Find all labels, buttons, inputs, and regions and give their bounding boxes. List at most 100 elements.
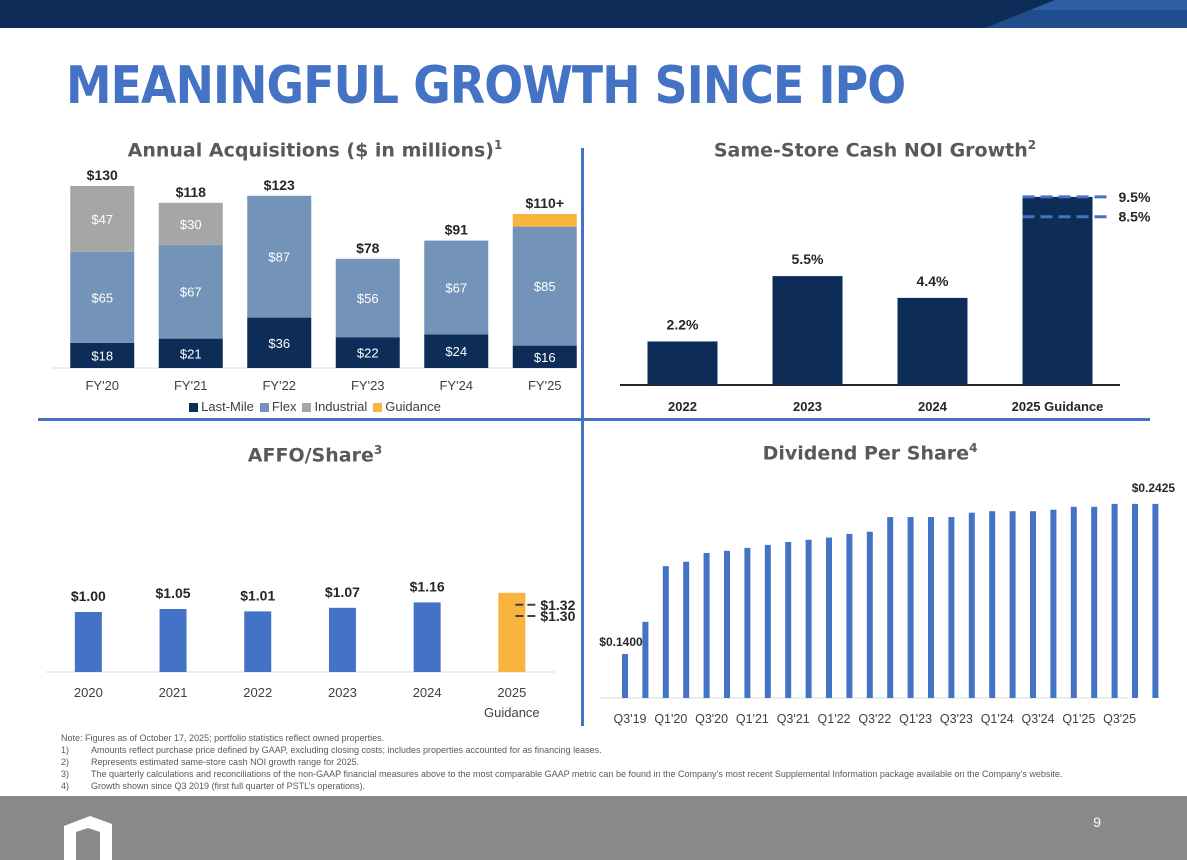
dividend-bar xyxy=(622,654,628,698)
dividend-bar xyxy=(928,517,934,698)
bar-value-label: $30 xyxy=(180,217,202,232)
noi-value-label: 4.4% xyxy=(917,273,949,289)
bar-value-label: $21 xyxy=(180,346,202,361)
top-banner xyxy=(0,0,1187,28)
bar-last-mile xyxy=(70,342,135,368)
noi-bar xyxy=(772,276,843,385)
x-tick-label: Q3'19 xyxy=(614,712,647,726)
page-number: 9 xyxy=(1093,814,1101,830)
legend-swatch xyxy=(302,403,312,413)
guidance-low-label: $1.30 xyxy=(540,608,575,624)
bar-total-label: $123 xyxy=(264,177,295,193)
dividend-bar xyxy=(1009,511,1016,698)
bar-flex xyxy=(512,226,577,346)
dividend-bar xyxy=(968,512,975,698)
dividend-bar xyxy=(846,533,853,698)
note-item: 2) Represents estimated same-store cash N… xyxy=(61,756,1181,768)
x-tick-label: FY'23 xyxy=(351,378,385,393)
x-tick-label: 2025 Guidance xyxy=(1012,399,1104,414)
affo-bar xyxy=(159,609,187,672)
affo-bar xyxy=(244,611,272,672)
x-tick-label: 2022 xyxy=(668,399,697,414)
bar-flex xyxy=(335,258,400,338)
noi-chart-title: Same-Store Cash NOI Growth2 xyxy=(600,138,1150,161)
note-text: Represents estimated same-store cash NOI… xyxy=(91,757,360,767)
legend-label: Flex xyxy=(271,399,297,414)
note-item: 3) The quarterly calculations and reconci… xyxy=(61,768,1181,780)
note-text: The quarterly calculations and reconcili… xyxy=(91,769,1063,779)
noi-footnote-ref: 2 xyxy=(1027,138,1037,152)
note-number: 1) xyxy=(61,745,70,755)
dividend-bar xyxy=(907,517,914,698)
dividend-bar xyxy=(1070,506,1077,698)
dividend-bar xyxy=(703,552,710,698)
x-tick-label: Q3'23 xyxy=(940,712,973,726)
dividend-bar xyxy=(744,547,751,698)
affo-value-label: $1.01 xyxy=(240,587,275,603)
bar-value-label: $87 xyxy=(268,250,290,265)
bar-value-label: $67 xyxy=(180,285,202,300)
dividend-bar xyxy=(1050,509,1057,698)
legend-item: Guidance xyxy=(373,399,441,414)
footer-bar: 9 xyxy=(0,796,1187,860)
legend-swatch xyxy=(189,403,199,413)
bar-total-label: $118 xyxy=(176,184,207,200)
affo-bar xyxy=(74,612,102,672)
note-text: Growth shown since Q3 2019 (first full q… xyxy=(91,781,365,791)
x-tick-label: FY'20 xyxy=(85,378,119,393)
legend-label: Guidance xyxy=(385,399,441,414)
bar-flex xyxy=(70,251,135,343)
bar-value-label: $22 xyxy=(357,346,379,361)
dividend-first-label: $0.1400 xyxy=(599,635,643,649)
x-tick-label: Q1'20 xyxy=(654,712,687,726)
dividend-bar xyxy=(1132,503,1138,698)
x-tick-label: Q3'22 xyxy=(858,712,891,726)
dividend-bar xyxy=(866,531,873,698)
note-number: 2) xyxy=(61,757,70,767)
x-tick-label: 2024 xyxy=(413,685,442,700)
note-header: Note: Figures as of October 17, 2025; po… xyxy=(61,733,385,743)
bar-last-mile xyxy=(512,345,577,368)
x-tick-label: Q3'21 xyxy=(777,712,810,726)
bar-flex xyxy=(424,240,489,335)
x-tick-label: Q3'20 xyxy=(695,712,728,726)
dividend-bar xyxy=(724,550,730,698)
x-tick-label: 2024 xyxy=(918,399,948,414)
dividend-last-label: $0.2425 xyxy=(1132,481,1176,495)
x-tick-label: Q1'24 xyxy=(981,712,1014,726)
guidance-low-label: 8.5% xyxy=(1119,209,1151,225)
legend-item: Flex xyxy=(259,399,297,414)
dividend-bar xyxy=(887,517,894,698)
noi-value-label: 5.5% xyxy=(792,251,824,267)
dividend-bar xyxy=(1111,503,1118,698)
affo-value-label: $1.16 xyxy=(410,578,445,594)
guidance-high-label: $1.32 xyxy=(540,597,575,613)
x-tick-label: FY'25 xyxy=(528,378,562,393)
x-tick-label: 2020 xyxy=(74,685,103,700)
bar-total-label: $110+ xyxy=(525,195,564,211)
affo-bar xyxy=(328,607,356,672)
bar-value-label: $56 xyxy=(357,291,379,306)
bar-value-label: $47 xyxy=(91,212,113,227)
x-tick-label: 2025 xyxy=(497,685,526,700)
bar-guidance xyxy=(512,214,577,227)
legend-item: Last-Mile xyxy=(189,399,254,414)
guidance-high-label: 9.5% xyxy=(1119,189,1151,205)
bar-flex xyxy=(247,195,312,318)
note-number: 3) xyxy=(61,769,70,779)
bar-flex xyxy=(158,244,223,339)
slide-title: MEANINGFUL GROWTH SINCE IPO xyxy=(66,56,906,116)
acquisitions-footnote-ref: 1 xyxy=(494,138,503,152)
noi-value-label: 2.2% xyxy=(667,316,699,332)
x-tick-label: Guidance xyxy=(484,705,540,720)
bar-last-mile xyxy=(424,334,489,368)
dividend-bar xyxy=(1030,511,1036,698)
noi-bar xyxy=(897,297,968,385)
affo-value-label: $1.07 xyxy=(325,584,360,600)
affo-bar xyxy=(498,592,526,672)
bar-total-label: $91 xyxy=(445,222,469,238)
horizontal-divider xyxy=(38,418,1150,421)
x-tick-label: Q3'25 xyxy=(1103,712,1136,726)
